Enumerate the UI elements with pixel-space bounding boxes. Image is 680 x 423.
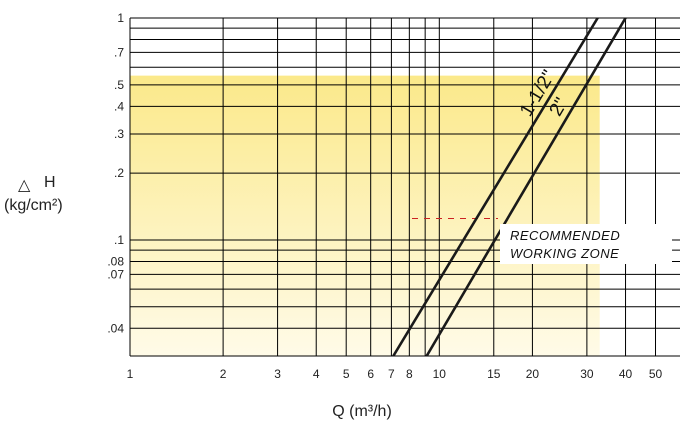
series-line xyxy=(392,18,599,356)
x-tick-label: 2 xyxy=(220,367,227,381)
y-tick-label: .08 xyxy=(107,254,124,268)
x-tick-label: 10 xyxy=(433,367,447,381)
x-tick-label: 7 xyxy=(388,367,395,381)
x-tick-label: 8 xyxy=(406,367,413,381)
y-tick-label: 1 xyxy=(117,11,124,25)
y-tick-label: .1 xyxy=(114,233,124,247)
y-tick-label: .5 xyxy=(114,78,124,92)
y-tick-label: .2 xyxy=(114,166,124,180)
y-tick-labels: 1 .7 .5 .4 .3 .2 .1 .08.07 .04 xyxy=(107,11,124,335)
series-line xyxy=(425,18,627,356)
series-lines xyxy=(392,18,627,356)
x-tick-label: 3 xyxy=(274,367,281,381)
x-tick-label: 20 xyxy=(526,367,540,381)
x-tick-label: 5 xyxy=(343,367,350,381)
y-axis-variable: H xyxy=(44,174,56,191)
x-tick-label: 6 xyxy=(367,367,374,381)
x-axis-title: Q (m³/h) xyxy=(332,403,392,420)
y-tick-label: .3 xyxy=(114,127,124,141)
y-axis-unit: (kg/cm²) xyxy=(4,197,63,214)
x-tick-labels: 1 2 3 4 5 6 7 8 10 15 20 30 40 50 xyxy=(127,367,663,381)
y-tick-label: .7 xyxy=(114,45,124,59)
x-tick-label: 40 xyxy=(619,367,633,381)
x-tick-label: 15 xyxy=(487,367,501,381)
x-tick-label: 1 xyxy=(127,367,134,381)
grid xyxy=(129,17,680,357)
zone-label-line1: RECOMMENDED xyxy=(510,228,620,243)
y-axis-symbol: △ xyxy=(18,177,31,194)
x-tick-label: 4 xyxy=(313,367,320,381)
recommended-working-zone xyxy=(130,75,600,356)
y-tick-label: .07 xyxy=(107,267,124,281)
zone-label-background xyxy=(500,224,672,264)
x-tick-label: 50 xyxy=(649,367,663,381)
y-tick-label: .04 xyxy=(107,321,124,335)
x-tick-label: 30 xyxy=(580,367,594,381)
y-tick-label: .4 xyxy=(114,99,124,113)
zone-label-line2: WORKING ZONE xyxy=(510,246,619,261)
